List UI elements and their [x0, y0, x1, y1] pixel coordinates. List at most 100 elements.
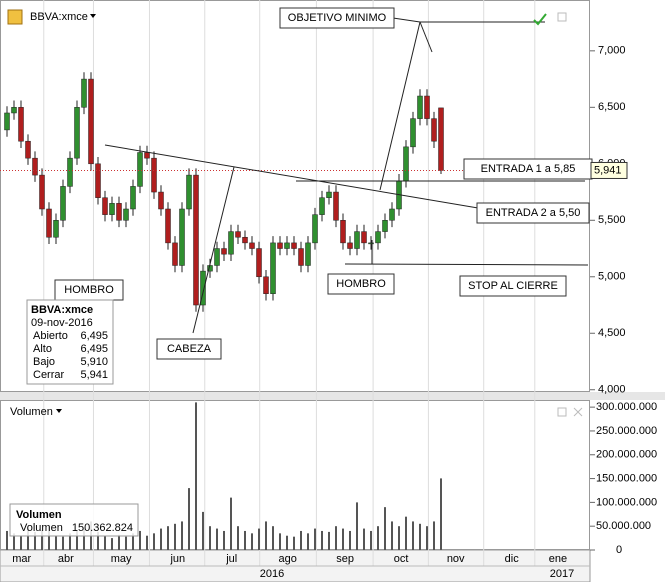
- check-icon[interactable]: [533, 13, 547, 26]
- volume-bar: [440, 478, 442, 550]
- volume-bar: [286, 535, 288, 550]
- volume-bar: [258, 528, 260, 550]
- y-tick-label: 150.000.000: [596, 472, 657, 484]
- candle-body: [123, 208, 129, 221]
- volume-bar: [419, 523, 421, 550]
- candle-body: [242, 236, 248, 244]
- candle-body: [151, 157, 157, 193]
- candle-body: [340, 220, 346, 244]
- volume-bar: [188, 488, 190, 550]
- neckline: [104, 144, 479, 209]
- volume-bar: [370, 530, 372, 550]
- volume-bar: [174, 523, 176, 550]
- volume-bar: [216, 528, 218, 550]
- candle-body: [32, 157, 38, 176]
- volume-bar: [307, 533, 309, 550]
- volume-bar: [426, 526, 428, 550]
- volume-bar: [27, 528, 29, 550]
- volume-bar: [377, 526, 379, 550]
- volume-title[interactable]: Volumen: [10, 406, 53, 418]
- splitter: [0, 392, 665, 400]
- y-tick-label: 7,000: [598, 45, 626, 57]
- candle-body: [235, 231, 241, 238]
- info-label: Bajo: [33, 356, 55, 368]
- y-tick-label: 5,000: [598, 271, 626, 283]
- candle-body: [102, 197, 108, 215]
- volume-bar: [202, 511, 204, 550]
- volume-bar: [314, 528, 316, 550]
- close-button[interactable]: [573, 407, 583, 417]
- y-tick-label: 100.000.000: [596, 496, 657, 508]
- candle-body: [221, 248, 227, 255]
- volume-bar: [384, 507, 386, 550]
- x-tick-label: jul: [225, 553, 237, 565]
- x-tick-label: nov: [447, 553, 465, 565]
- volume-bar: [391, 521, 393, 550]
- trend-line: [379, 21, 421, 191]
- candle-body: [312, 214, 318, 244]
- legend-value: 150.362.824: [72, 522, 133, 534]
- candle-body: [158, 191, 164, 210]
- candle-body: [130, 186, 136, 210]
- volume-bar: [433, 521, 435, 550]
- candle-body: [186, 174, 192, 210]
- x-tick-label: may: [111, 553, 132, 565]
- volume-bar: [328, 531, 330, 550]
- candle-body: [277, 242, 283, 249]
- volume-bar: [244, 530, 246, 550]
- volume-bar: [321, 530, 323, 550]
- candle-body: [270, 242, 276, 294]
- candle-body: [109, 203, 115, 215]
- candle-body: [284, 242, 290, 249]
- info-label: Alto: [33, 343, 52, 355]
- candle-body: [116, 203, 122, 221]
- candle-body: [410, 118, 416, 148]
- annotation-box: [459, 275, 567, 297]
- volume-bar: [405, 516, 407, 550]
- stop-line: [344, 263, 589, 266]
- volume-bar: [279, 533, 281, 550]
- volume-bar: [111, 538, 113, 550]
- price-panel: [0, 0, 590, 392]
- info-box: [26, 299, 114, 385]
- candle-body: [361, 231, 367, 244]
- volume-bar: [293, 536, 295, 550]
- info-value: 5,941: [80, 369, 108, 381]
- annotation: ENTRADA 2 a 5,50: [486, 207, 581, 219]
- volume-bar: [62, 536, 64, 550]
- volume-bar: [118, 534, 120, 550]
- volume-bar: [160, 528, 162, 550]
- volume-bar: [6, 530, 8, 550]
- candle-body: [25, 140, 31, 159]
- candle-body: [179, 208, 185, 266]
- volume-bar: [97, 531, 99, 550]
- x-tick-label: abr: [58, 553, 74, 565]
- candle-body: [200, 270, 206, 306]
- volume-bar: [230, 497, 232, 550]
- dropdown-arrow[interactable]: [90, 14, 96, 18]
- symbol-icon[interactable]: [7, 9, 23, 25]
- symbol-title[interactable]: BBVA:xmce: [30, 11, 88, 23]
- annotation: CABEZA: [167, 343, 212, 355]
- volume-bar: [167, 526, 169, 550]
- volume-legend: [9, 503, 139, 537]
- volume-bar: [363, 528, 365, 550]
- trend-line: [392, 17, 421, 23]
- year-label: 2017: [550, 568, 574, 580]
- y-tick-label: 6,500: [598, 101, 626, 113]
- candle-body: [172, 242, 178, 266]
- candle-body: [305, 242, 311, 266]
- y-tick-label: 4,000: [598, 384, 626, 396]
- window-button[interactable]: [557, 407, 567, 417]
- window-button[interactable]: [557, 12, 567, 22]
- candle-body: [333, 191, 339, 221]
- volume-bar: [34, 531, 36, 550]
- y-tick-label: 200.000.000: [596, 449, 657, 461]
- candle-body: [214, 248, 220, 266]
- candle-body: [144, 152, 150, 159]
- candle-body: [53, 220, 59, 238]
- dropdown-arrow[interactable]: [56, 409, 62, 413]
- candle-body: [193, 174, 199, 306]
- volume-bar: [69, 533, 71, 550]
